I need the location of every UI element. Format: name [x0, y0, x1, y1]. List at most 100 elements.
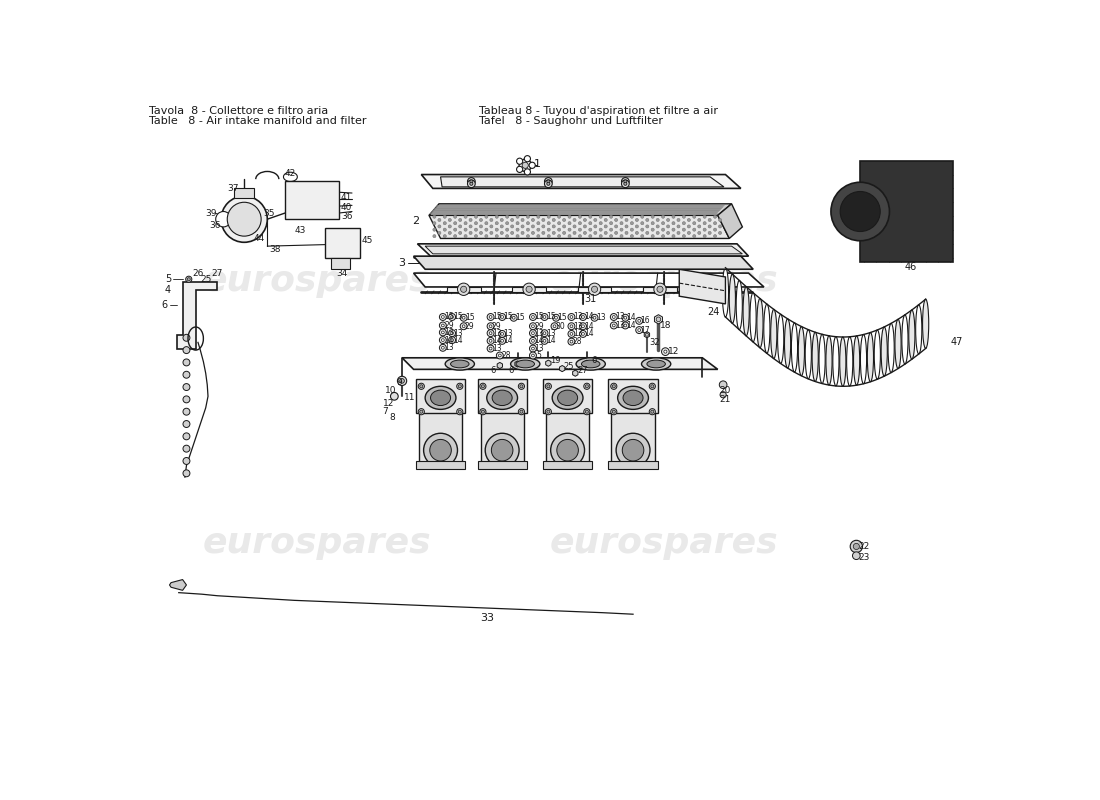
Circle shape	[516, 215, 519, 218]
Circle shape	[443, 228, 447, 231]
Circle shape	[485, 215, 488, 218]
Polygon shape	[546, 360, 551, 366]
Polygon shape	[447, 287, 481, 292]
Ellipse shape	[623, 390, 643, 406]
Text: 27: 27	[211, 269, 223, 278]
Polygon shape	[414, 273, 763, 287]
Circle shape	[529, 314, 537, 321]
Circle shape	[531, 316, 535, 318]
Text: 16: 16	[640, 316, 650, 326]
Circle shape	[546, 383, 551, 390]
Bar	[543, 379, 592, 414]
Circle shape	[620, 222, 623, 225]
Text: 25: 25	[564, 362, 574, 370]
Text: 38: 38	[270, 246, 280, 254]
Circle shape	[498, 330, 506, 338]
Bar	[608, 379, 658, 414]
Circle shape	[719, 381, 727, 389]
Circle shape	[490, 325, 492, 328]
Circle shape	[527, 234, 529, 238]
Circle shape	[708, 225, 712, 228]
Circle shape	[459, 410, 461, 414]
Polygon shape	[177, 282, 218, 349]
Circle shape	[495, 215, 498, 218]
Circle shape	[529, 345, 537, 352]
Circle shape	[718, 218, 722, 222]
Text: 10: 10	[385, 386, 396, 394]
Text: 19: 19	[550, 356, 561, 366]
Circle shape	[558, 228, 561, 231]
Circle shape	[594, 225, 597, 228]
Polygon shape	[497, 362, 503, 369]
Circle shape	[543, 339, 546, 342]
Circle shape	[830, 182, 890, 241]
Circle shape	[667, 218, 670, 222]
Text: 25: 25	[200, 274, 211, 284]
Circle shape	[852, 552, 860, 559]
Circle shape	[183, 421, 190, 427]
Circle shape	[228, 202, 261, 236]
Ellipse shape	[451, 360, 469, 368]
Polygon shape	[440, 177, 724, 187]
Circle shape	[453, 215, 456, 218]
Circle shape	[441, 324, 444, 327]
Text: 15: 15	[535, 313, 543, 322]
Circle shape	[714, 228, 716, 231]
Polygon shape	[578, 287, 612, 292]
Circle shape	[520, 385, 522, 388]
Polygon shape	[654, 314, 662, 324]
Circle shape	[495, 234, 498, 238]
Circle shape	[570, 340, 573, 343]
Circle shape	[714, 222, 716, 225]
Circle shape	[443, 222, 447, 225]
Circle shape	[495, 228, 498, 231]
Ellipse shape	[839, 337, 846, 386]
Ellipse shape	[516, 360, 535, 368]
Ellipse shape	[805, 330, 812, 379]
Circle shape	[636, 326, 642, 334]
Circle shape	[418, 409, 425, 414]
Polygon shape	[645, 332, 650, 338]
Circle shape	[527, 222, 529, 225]
Ellipse shape	[902, 315, 908, 364]
Circle shape	[672, 215, 675, 218]
Circle shape	[568, 222, 571, 225]
Ellipse shape	[582, 360, 600, 368]
Circle shape	[850, 540, 862, 553]
Circle shape	[432, 234, 436, 238]
Text: Tafel   8 - Saughohr und Luftfilter: Tafel 8 - Saughohr und Luftfilter	[480, 116, 663, 126]
Circle shape	[570, 316, 573, 318]
Bar	[234, 188, 254, 198]
Circle shape	[616, 434, 650, 467]
Text: 6: 6	[591, 356, 596, 366]
Circle shape	[216, 211, 231, 227]
Circle shape	[547, 182, 550, 186]
Circle shape	[682, 228, 685, 231]
Text: 14: 14	[627, 321, 636, 330]
Circle shape	[439, 322, 447, 329]
Text: 29: 29	[492, 322, 502, 330]
Circle shape	[518, 409, 525, 414]
Polygon shape	[414, 256, 754, 270]
Text: 31: 31	[584, 294, 597, 303]
Circle shape	[531, 339, 535, 342]
Circle shape	[651, 215, 654, 218]
Circle shape	[183, 359, 190, 366]
Text: 1: 1	[535, 158, 541, 169]
Circle shape	[529, 338, 537, 344]
Circle shape	[518, 383, 525, 390]
Ellipse shape	[446, 358, 474, 370]
Ellipse shape	[791, 323, 798, 372]
Circle shape	[441, 331, 444, 334]
Circle shape	[623, 439, 643, 461]
Text: 14: 14	[492, 336, 502, 346]
Circle shape	[482, 385, 484, 388]
Text: 14: 14	[584, 313, 594, 322]
Text: 43: 43	[295, 226, 306, 235]
Ellipse shape	[771, 310, 777, 358]
Text: 15: 15	[492, 313, 502, 322]
Text: 13: 13	[504, 330, 513, 338]
Circle shape	[487, 330, 494, 337]
Circle shape	[531, 332, 535, 334]
Circle shape	[464, 222, 468, 225]
